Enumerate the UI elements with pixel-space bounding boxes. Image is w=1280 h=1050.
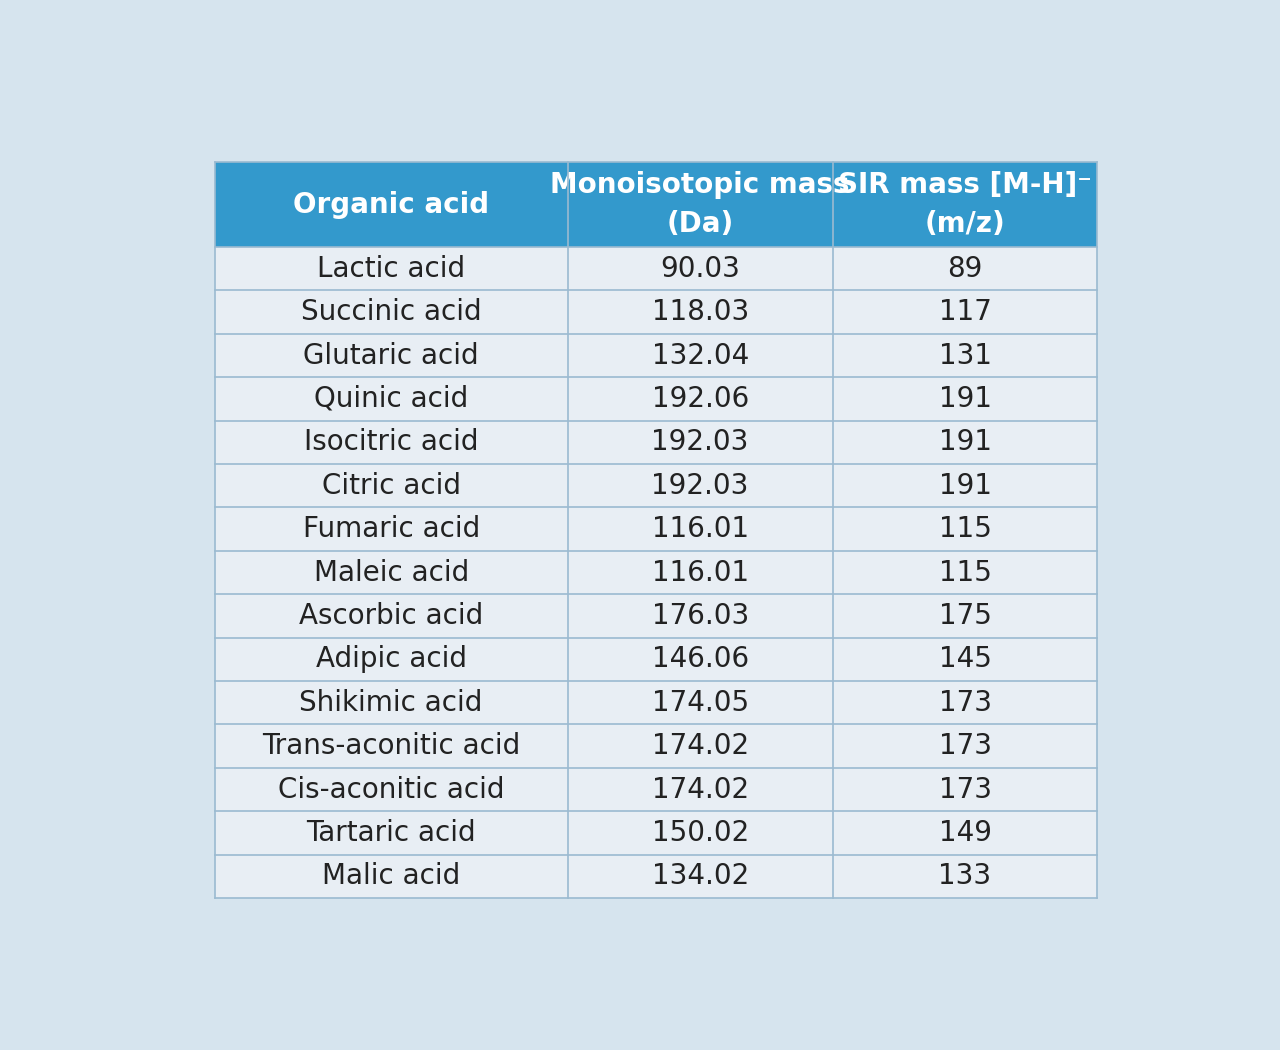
Text: 191: 191	[938, 428, 992, 457]
Bar	[832, 551, 1097, 594]
Text: Quinic acid: Quinic acid	[314, 385, 468, 413]
Text: Adipic acid: Adipic acid	[316, 646, 467, 673]
Bar	[832, 594, 1097, 637]
Text: Ascorbic acid: Ascorbic acid	[300, 602, 484, 630]
Text: 174.02: 174.02	[652, 732, 749, 760]
Bar	[568, 681, 832, 724]
Bar	[215, 247, 568, 291]
Text: Citric acid: Citric acid	[321, 471, 461, 500]
Bar	[568, 812, 832, 855]
Text: 116.01: 116.01	[652, 516, 749, 543]
Text: Trans-aconitic acid: Trans-aconitic acid	[262, 732, 520, 760]
Bar	[568, 551, 832, 594]
Text: 174.02: 174.02	[652, 776, 749, 803]
Bar	[568, 247, 832, 291]
Text: 146.06: 146.06	[652, 646, 749, 673]
Text: 131: 131	[938, 341, 992, 370]
Text: 191: 191	[938, 471, 992, 500]
Bar	[215, 681, 568, 724]
Text: 90.03: 90.03	[660, 255, 740, 282]
Text: 149: 149	[938, 819, 992, 847]
Text: 89: 89	[947, 255, 983, 282]
Bar	[832, 768, 1097, 812]
Bar	[215, 377, 568, 421]
Bar	[832, 377, 1097, 421]
Text: 191: 191	[938, 385, 992, 413]
Bar	[568, 334, 832, 377]
Bar	[568, 594, 832, 637]
Bar	[215, 637, 568, 681]
Text: 173: 173	[938, 776, 992, 803]
Bar	[215, 291, 568, 334]
Text: SIR mass [M-H]⁻
(m/z): SIR mass [M-H]⁻ (m/z)	[838, 171, 1092, 238]
Bar	[568, 291, 832, 334]
Text: 118.03: 118.03	[652, 298, 749, 327]
Bar	[832, 334, 1097, 377]
Bar	[832, 291, 1097, 334]
Bar	[832, 812, 1097, 855]
Text: 133: 133	[938, 862, 992, 890]
Bar	[215, 421, 568, 464]
Text: Succinic acid: Succinic acid	[301, 298, 481, 327]
Bar	[832, 681, 1097, 724]
Bar	[568, 507, 832, 551]
Text: Maleic acid: Maleic acid	[314, 559, 468, 587]
Bar	[832, 724, 1097, 768]
Bar	[568, 855, 832, 898]
Bar	[215, 334, 568, 377]
Bar	[568, 421, 832, 464]
Text: 117: 117	[938, 298, 992, 327]
Text: 116.01: 116.01	[652, 559, 749, 587]
Text: Malic acid: Malic acid	[323, 862, 461, 890]
Bar	[215, 724, 568, 768]
Bar	[568, 163, 832, 247]
Text: 192.03: 192.03	[652, 471, 749, 500]
Bar	[832, 855, 1097, 898]
Bar	[832, 637, 1097, 681]
Text: 145: 145	[938, 646, 992, 673]
Text: 115: 115	[938, 559, 992, 587]
Text: 132.04: 132.04	[652, 341, 749, 370]
Text: Shikimic acid: Shikimic acid	[300, 689, 483, 717]
Text: 175: 175	[938, 602, 992, 630]
Text: Fumaric acid: Fumaric acid	[302, 516, 480, 543]
Text: 115: 115	[938, 516, 992, 543]
Text: 134.02: 134.02	[652, 862, 749, 890]
Text: 173: 173	[938, 689, 992, 717]
Bar	[832, 507, 1097, 551]
Text: 192.06: 192.06	[652, 385, 749, 413]
Bar	[215, 507, 568, 551]
Text: Monoisotopic mass
(Da): Monoisotopic mass (Da)	[550, 171, 850, 238]
Bar	[568, 464, 832, 507]
Bar	[215, 855, 568, 898]
Text: 173: 173	[938, 732, 992, 760]
Bar	[215, 551, 568, 594]
Text: 192.03: 192.03	[652, 428, 749, 457]
Text: 176.03: 176.03	[652, 602, 749, 630]
Bar	[832, 464, 1097, 507]
Bar	[215, 768, 568, 812]
Bar	[832, 247, 1097, 291]
Bar	[568, 768, 832, 812]
Text: Tartaric acid: Tartaric acid	[306, 819, 476, 847]
Bar	[568, 637, 832, 681]
Text: Isocitric acid: Isocitric acid	[303, 428, 479, 457]
Text: 174.05: 174.05	[652, 689, 749, 717]
Bar	[215, 464, 568, 507]
Bar	[215, 594, 568, 637]
Text: Lactic acid: Lactic acid	[317, 255, 465, 282]
Bar	[832, 163, 1097, 247]
Text: Organic acid: Organic acid	[293, 191, 489, 218]
Text: Cis-aconitic acid: Cis-aconitic acid	[278, 776, 504, 803]
Text: 150.02: 150.02	[652, 819, 749, 847]
Text: Glutaric acid: Glutaric acid	[303, 341, 479, 370]
Bar	[568, 377, 832, 421]
Bar	[832, 421, 1097, 464]
Bar	[568, 724, 832, 768]
Bar	[215, 163, 568, 247]
Bar	[215, 812, 568, 855]
